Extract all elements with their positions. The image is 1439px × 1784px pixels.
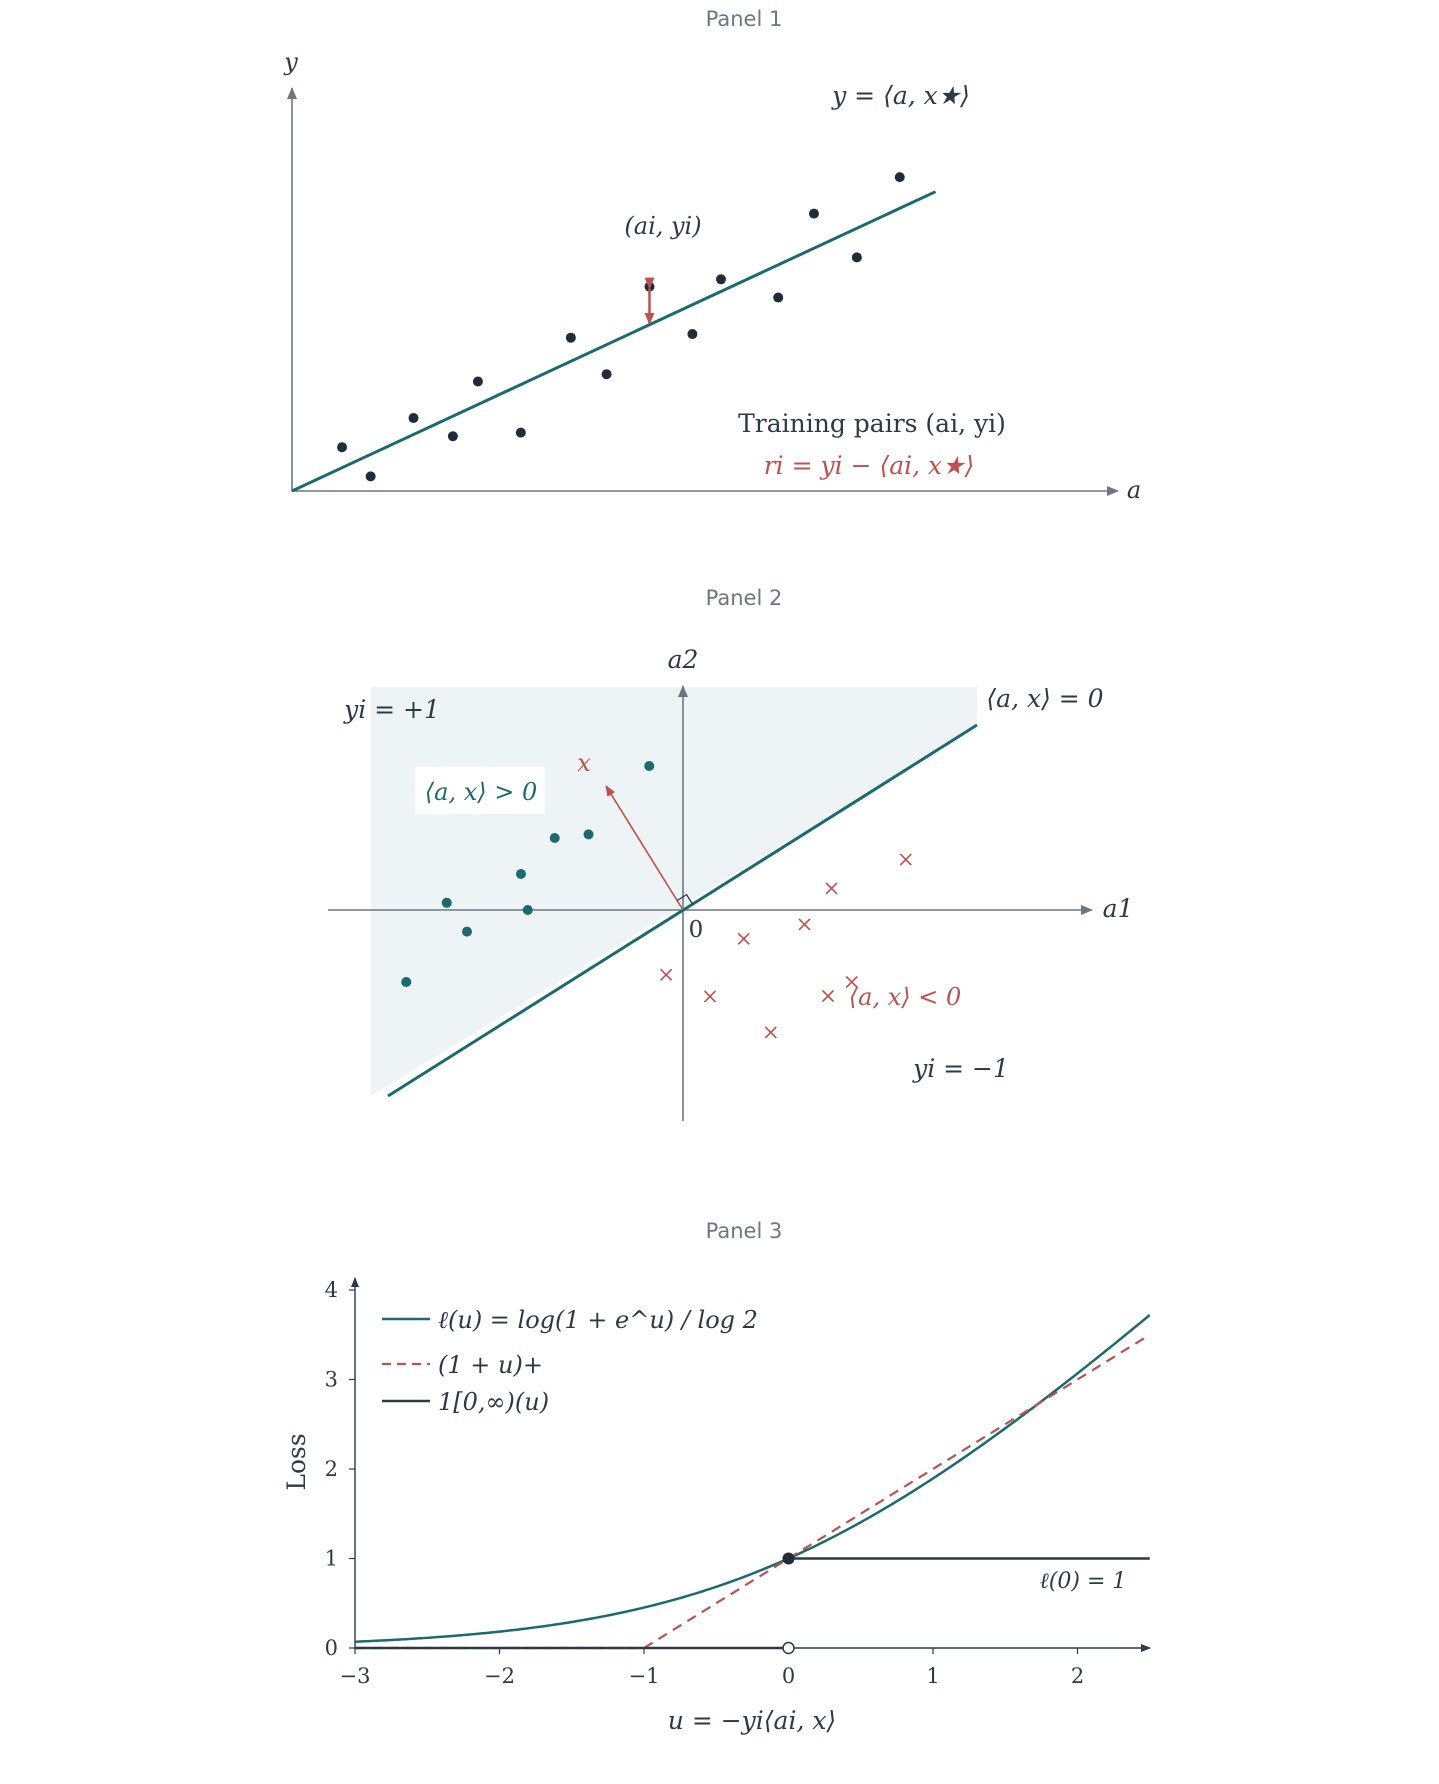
panel-1-point-4 — [472, 376, 483, 387]
panel-2-negative-point-5 — [825, 882, 838, 895]
panel-2-decision-boundary — [387, 723, 978, 1098]
y-tick-label-2: 2 — [325, 1457, 338, 1481]
panel-2-positive-point-4 — [522, 905, 533, 915]
panel-2-negative-point-6 — [845, 975, 858, 989]
panel-2-positive-points — [401, 761, 655, 987]
panel-2-origin-label: 0 — [689, 917, 704, 943]
panel-3-ticks: −3 −2 −1 0 1 2 0 1 2 3 4 — [325, 1278, 1085, 1688]
panel-3-legend: ℓ(u) = log(1 + e^u) / log 2 (1 + u)+ 1[0… — [382, 1306, 758, 1416]
y-tick-label-4: 4 — [325, 1278, 338, 1302]
panel-2-a2-label: a2 — [668, 645, 699, 674]
panel-1-y-axis-label: y — [283, 48, 298, 76]
panel-3-logistic-curve — [354, 1314, 1151, 1643]
panel-1-regression-line — [291, 190, 937, 493]
x-tick-label-1: −2 — [484, 1664, 515, 1688]
panel-2-normal-vector — [605, 785, 684, 911]
y-tick-label-3: 3 — [325, 1368, 338, 1392]
panel-1-line-label: y = ⟨a, x★⟩ — [831, 81, 970, 110]
panel-2-positive-point-1 — [441, 897, 452, 908]
panel-2-negative-points — [660, 853, 912, 1039]
y-tick-label-1: 1 — [325, 1547, 338, 1571]
panel-1: Panel 1 y a y = ⟨a, x★⟩ (ai, yi) Trainin… — [283, 7, 1141, 504]
panel-1-points — [337, 172, 905, 482]
x-tick-label-4: 1 — [926, 1664, 939, 1688]
panel-1-point-0 — [337, 442, 348, 453]
panel-1-point-6 — [565, 332, 576, 343]
panel-1-annotation-training: Training pairs (ai, yi) — [738, 409, 1006, 438]
panel-2-negative-point-4 — [798, 918, 811, 931]
panel-2: Panel 2 a2 a1 0 ⟨a, x⟩ = 0 x yi = +1 ⟨a,… — [328, 586, 1133, 1121]
panel-2-positive-condition-box — [415, 767, 545, 814]
x-tick-label-5: 2 — [1071, 1664, 1084, 1688]
panel-2-negative-class-label: yi = −1 — [912, 1054, 1009, 1083]
panel-1-point-9 — [687, 329, 698, 340]
panel-1-title: Panel 1 — [706, 7, 783, 31]
panel-2-negative-legend-marker — [821, 989, 835, 1003]
panel-2-a1-label: a1 — [1103, 894, 1134, 923]
panel-3: Panel 3 −3 −2 −1 0 1 2 0 1 2 3 4 Loss u = −yi⟨ai, … — [282, 1219, 1151, 1735]
panel-2-negative-point-1 — [703, 990, 717, 1003]
panel-2-positive-point-2 — [462, 926, 472, 937]
panel-2-positive-region — [371, 687, 977, 1096]
panel-2-positive-point-6 — [583, 829, 594, 840]
panel-2-positive-point-7 — [644, 761, 655, 771]
panel-2-right-angle-mark — [676, 893, 694, 905]
panel-1-point-13 — [851, 252, 862, 263]
panel-1-point-12 — [808, 208, 819, 219]
x-tick-label-2: −1 — [629, 1664, 660, 1688]
panel-1-x-axis-label: a — [1127, 476, 1141, 504]
panel-2-negative-point-7 — [899, 853, 912, 866]
panel-2-positive-point-0 — [401, 977, 412, 987]
panel-1-point-1 — [365, 471, 376, 482]
panel-3-x-axis-label: u = −yi⟨ai, x⟩ — [668, 1706, 836, 1735]
panel-2-positive-condition-label: ⟨a, x⟩ > 0 — [425, 778, 537, 806]
panel-2-negative-condition-label: ⟨a, x⟩ < 0 — [849, 983, 961, 1011]
panel-1-point-10 — [716, 274, 726, 285]
panel-2-positive-point-5 — [549, 833, 560, 843]
panel-1-point-11 — [773, 292, 784, 303]
panel-1-point-7 — [601, 369, 612, 380]
panel-1-highlight-label: (ai, yi) — [624, 212, 701, 240]
panel-2-negative-point-3 — [764, 1026, 777, 1039]
panel-3-filled-point — [782, 1552, 795, 1565]
panel-3-y-axis-label: Loss — [282, 1433, 311, 1490]
panel-1-point-2 — [408, 413, 419, 423]
panel-2-negative-point-0 — [660, 968, 673, 981]
panel-2-normal-vector-label: x — [577, 749, 591, 777]
panel-3-title: Panel 3 — [706, 1219, 783, 1243]
panel-3-hinge-curve — [355, 1333, 1151, 1650]
panel-1-annotation-residual: ri = yi − ⟨ai, x★⟩ — [764, 451, 975, 480]
panel-3-open-circle — [782, 1641, 795, 1655]
panel-2-title: Panel 2 — [706, 586, 783, 610]
legend-step-label: 1[0,∞)(u) — [438, 1388, 549, 1416]
panel-2-positive-class-label: yi = +1 — [343, 695, 440, 724]
panel-3-annotation: ℓ(0) = 1 — [1040, 1569, 1127, 1594]
y-tick-label-0: 0 — [325, 1636, 338, 1660]
legend-logistic-label: ℓ(u) = log(1 + e^u) / log 2 — [438, 1306, 758, 1334]
panel-2-negative-point-2 — [737, 932, 750, 945]
legend-hinge-label: (1 + u)+ — [438, 1351, 543, 1379]
x-tick-label-3: 0 — [782, 1664, 795, 1688]
panel-2-boundary-label: ⟨a, x⟩ = 0 — [986, 684, 1103, 713]
x-tick-label-0: −3 — [340, 1664, 371, 1688]
panel-1-point-3 — [447, 431, 458, 442]
panel-2-positive-point-3 — [516, 869, 526, 879]
panel-1-point-14 — [894, 172, 905, 183]
panel-1-point-5 — [515, 427, 526, 438]
